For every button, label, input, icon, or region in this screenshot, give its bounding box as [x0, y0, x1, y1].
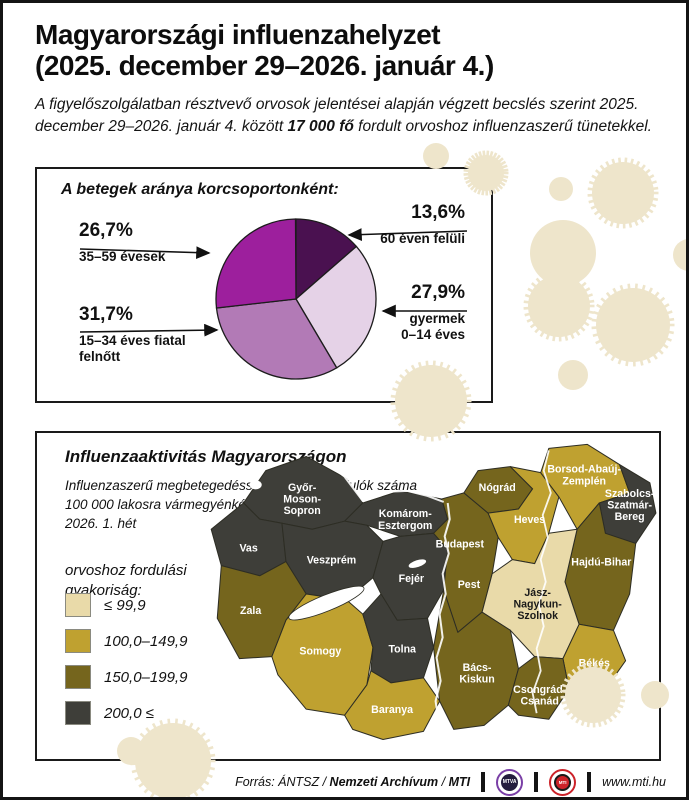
mti-logo-icon: MTI — [549, 768, 577, 796]
county-csongrád-csanád — [507, 656, 570, 720]
intro-highlight: 17 000 fő — [287, 117, 354, 135]
legend-row-1: ≤ 99,9 — [65, 593, 187, 617]
lake-ferto — [249, 480, 262, 490]
source-text: Forrás: ÁNTSZ / Nemzeti Archívum / MTI — [235, 775, 471, 789]
pie-panel: A betegek aránya korcsoportonként: 26,7%… — [35, 167, 493, 403]
legend-row-2: 100,0–149,9 — [65, 629, 187, 653]
pie-value-child: 27,9% — [411, 282, 465, 303]
county-label-szabolcs-szatmár-bereg: Szabolcs-Szatmár-Bereg — [605, 488, 655, 523]
footer-divider — [481, 772, 486, 792]
county-label-győr-moson-sopron: Győr-Moson-Sopron — [283, 482, 321, 517]
pie-label-60plus: 13,6% 60 éven felüli — [335, 203, 465, 247]
county-label-tolna: Tolna — [388, 644, 416, 656]
county-label-borsod-abaúj-zemplén: Borsod-Abaúj-Zemplén — [547, 464, 621, 488]
legend-label-3: 150,0–199,9 — [104, 668, 188, 686]
county-label-zala: Zala — [240, 605, 261, 617]
virus-blob — [591, 283, 675, 367]
county-label-baranya: Baranya — [371, 704, 413, 716]
intro-text: A figyelőszolgálatban résztvevő orvosok … — [35, 94, 663, 138]
county-label-somogy: Somogy — [299, 646, 341, 658]
river-danube-north — [325, 461, 445, 503]
footer-divider — [534, 772, 539, 792]
river-danube — [433, 502, 451, 738]
virus-blob — [587, 157, 659, 229]
legend-label-1: ≤ 99,9 — [104, 596, 146, 614]
river-tisza — [531, 450, 552, 714]
page-title: Magyarországi influenzahelyzet (2025. de… — [35, 19, 665, 82]
pie-value-35-59: 26,7% — [79, 220, 133, 241]
page-title-line1: Magyarországi influenzahelyzet — [35, 19, 441, 50]
county-label-bács-kiskun: Bács-Kiskun — [459, 662, 494, 686]
pie-slice-35-59-évesek — [215, 218, 297, 309]
page-title-line2: (2025. december 29–2026. január 4.) — [35, 50, 494, 82]
county-label-budapest: Budapest — [436, 538, 485, 550]
county-label-pest: Pest — [458, 579, 481, 591]
virus-blob — [523, 270, 595, 342]
legend-swatch-2 — [65, 629, 91, 653]
virus-blob — [530, 220, 596, 286]
legend-swatch-1 — [65, 593, 91, 617]
virus-blob — [549, 177, 573, 201]
lake-velence — [408, 559, 427, 568]
county-baranya — [344, 670, 441, 741]
lake-balaton — [288, 585, 365, 621]
legend-row-4: 200,0 ≤ — [65, 701, 187, 725]
county-label-fejér: Fejér — [399, 573, 424, 585]
county-label-csongrád-csanád: Csongrád-Csanád — [513, 684, 567, 708]
virus-blob — [673, 239, 686, 271]
county-label-hajdú-bihar: Hajdú-Bihar — [571, 557, 631, 569]
county-label-jász-nagykun-szolnok: Jász-Nagykun-Szolnok — [513, 587, 562, 622]
county-label-vas: Vas — [239, 543, 257, 555]
legend-label-4: 200,0 ≤ — [104, 704, 154, 722]
pie-label-35-59: 26,7% 35–59 évesek — [79, 221, 165, 265]
pie-label-15-34: 31,7% 15–34 éves fiatal felnőtt — [79, 305, 186, 365]
pie-desc-60plus: 60 éven felüli — [380, 231, 465, 246]
pie-desc-child: gyermek 0–14 éves — [401, 311, 465, 343]
pie-panel-title: A betegek aránya korcsoportonként: — [61, 181, 339, 198]
intro-post: fordult orvoshoz influenzaszerű tünetekk… — [353, 117, 652, 135]
pie-label-child: 27,9% gyermek 0–14 éves — [335, 283, 465, 343]
website-url: www.mti.hu — [602, 775, 666, 789]
map-panel: Influenzaaktivitás Magyarországon Influe… — [35, 431, 661, 761]
county-fejér — [372, 532, 449, 621]
county-label-nógrád: Nógrád — [479, 482, 516, 494]
pie-slice-gyermek-0-14-éves — [295, 245, 377, 369]
pie-slice-15-34-éves-fiatal-felnőtt — [215, 298, 338, 380]
county-label-békés: Békés — [579, 658, 610, 670]
legend-swatch-3 — [65, 665, 91, 689]
legend-title: orvoshoz fordulási gyakoriság: — [65, 562, 187, 599]
header: Magyarországi influenzahelyzet (2025. de… — [35, 19, 665, 138]
legend-label-2: 100,0–149,9 — [104, 632, 188, 650]
pie-arrow — [347, 228, 468, 241]
footer: Forrás: ÁNTSZ / Nemzeti Archívum / MTI M… — [3, 766, 686, 797]
virus-blob — [423, 143, 449, 169]
intro-pre: A figyelőszolgálatban résztvevő orvosok … — [35, 95, 639, 135]
pie-desc-35-59: 35–59 évesek — [79, 249, 166, 264]
county-label-heves: Heves — [514, 514, 545, 526]
pie-value-60plus: 13,6% — [411, 202, 465, 223]
hungary-county-map: Győr-Moson-Sopron Komárom-Esztergom Vas Ves… — [210, 443, 657, 741]
pie-value-15-34: 31,7% — [79, 304, 133, 325]
virus-blob — [558, 360, 588, 390]
age-distribution-pie-chart — [79, 218, 468, 380]
legend-row-3: 150,0–199,9 — [65, 665, 187, 689]
pie-desc-15-34: 15–34 éves fiatal felnőtt — [79, 333, 186, 365]
map-legend: ≤ 99,9 100,0–149,9 150,0–199,9 200,0 ≤ — [65, 593, 187, 737]
county-label-veszprém: Veszprém — [307, 555, 357, 567]
pie-arrow — [79, 323, 219, 337]
pie-slice-60-éven-felüli — [295, 218, 358, 301]
pie-arrow — [79, 246, 211, 260]
county-label-komárom-esztergom: Komárom-Esztergom — [378, 508, 432, 532]
mtva-logo-icon: MTVA — [496, 768, 524, 796]
footer-divider — [587, 772, 592, 792]
map-panel-title: Influenzaaktivitás Magyarországon — [65, 447, 347, 466]
legend-swatch-4 — [65, 701, 91, 725]
